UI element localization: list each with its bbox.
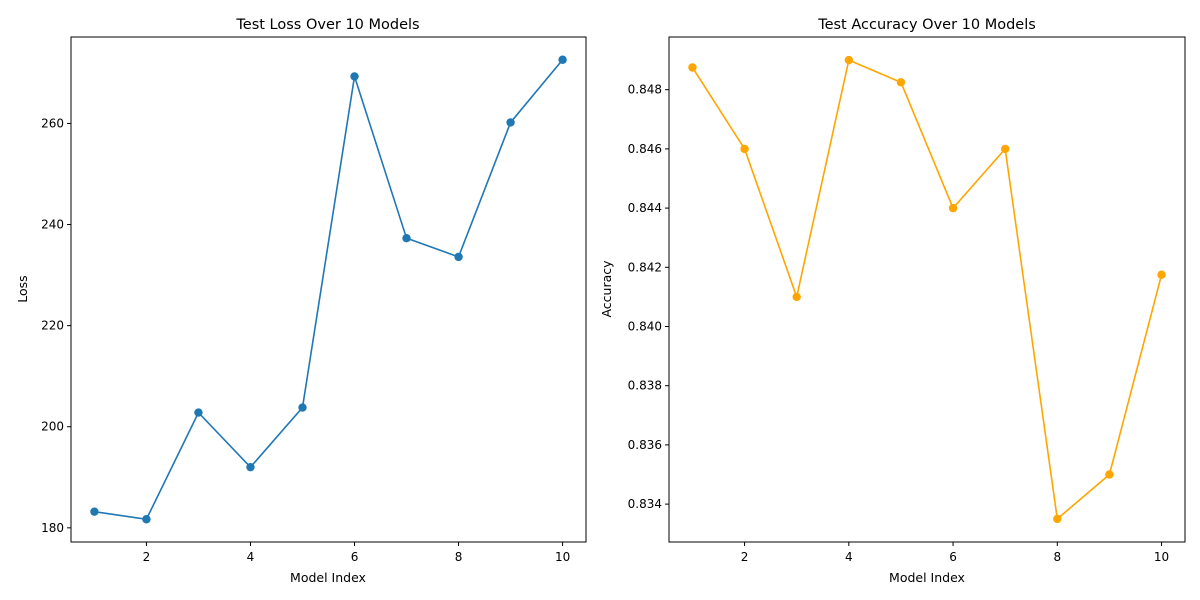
accuracy-chart: Test Accuracy Over 10 Models 2 4 6 8 10 0.834… bbox=[599, 17, 1186, 585]
accuracy-data-point bbox=[948, 203, 958, 213]
loss-data-point bbox=[246, 462, 255, 472]
accuracy-data-point bbox=[688, 63, 697, 72]
loss-chart: Test Loss Over 10 Models 2 4 6 8 10 180 200 220… bbox=[15, 17, 587, 585]
accuracy-ytick-label: 0.840 bbox=[628, 320, 662, 334]
accuracy-ytick-label: 0.846 bbox=[628, 142, 662, 156]
accuracy-data-point bbox=[1053, 514, 1062, 524]
accuracy-ytick-label: 0.834 bbox=[628, 497, 662, 511]
loss-data-point bbox=[142, 515, 151, 524]
accuracy-data-point bbox=[1000, 144, 1010, 154]
accuracy-ytick-label: 0.836 bbox=[628, 438, 662, 452]
loss-data-point bbox=[194, 408, 203, 417]
accuracy-data-point bbox=[740, 144, 749, 154]
loss-xtick-label: 8 bbox=[455, 550, 463, 564]
accuracy-data-point bbox=[1105, 470, 1114, 479]
loss-data-point bbox=[350, 72, 359, 81]
loss-data-point bbox=[454, 252, 463, 262]
loss-chart-ticks: 2 4 6 8 10 180 200 220 240 260 bbox=[41, 116, 570, 564]
accuracy-ytick-label: 0.842 bbox=[628, 260, 662, 274]
loss-chart-frame bbox=[70, 36, 587, 543]
accuracy-data-point bbox=[844, 55, 854, 65]
loss-chart-ylabel: Loss bbox=[15, 275, 30, 302]
accuracy-xtick-label: 2 bbox=[741, 550, 749, 564]
loss-xtick-label: 6 bbox=[351, 550, 359, 564]
loss-ytick-label: 260 bbox=[41, 116, 64, 130]
loss-chart-plot bbox=[90, 55, 567, 524]
loss-series-line bbox=[94, 59, 564, 521]
accuracy-chart-frame bbox=[668, 36, 1186, 543]
accuracy-series-line bbox=[691, 58, 1163, 521]
accuracy-xtick-label: 10 bbox=[1154, 550, 1169, 564]
loss-data-point bbox=[558, 55, 567, 64]
loss-ytick-label: 200 bbox=[41, 420, 64, 434]
loss-data-point bbox=[90, 507, 99, 516]
accuracy-ytick-label: 0.848 bbox=[628, 83, 662, 97]
accuracy-ytick-label: 0.838 bbox=[628, 379, 662, 393]
loss-ytick-label: 240 bbox=[41, 218, 64, 232]
loss-ytick-label: 220 bbox=[41, 319, 64, 333]
loss-xtick-label: 4 bbox=[247, 550, 255, 564]
accuracy-xtick-label: 6 bbox=[949, 550, 957, 564]
loss-xtick-label: 10 bbox=[555, 550, 570, 564]
loss-data-point bbox=[506, 118, 515, 127]
loss-ytick-label: 180 bbox=[41, 521, 64, 535]
accuracy-data-point bbox=[792, 292, 801, 302]
accuracy-chart-ylabel: Accuracy bbox=[599, 260, 614, 318]
accuracy-data-point bbox=[1157, 270, 1166, 279]
accuracy-chart-xlabel: Model Index bbox=[889, 570, 965, 585]
accuracy-ytick-label: 0.844 bbox=[628, 201, 662, 215]
loss-xtick-label: 2 bbox=[143, 550, 151, 564]
accuracy-chart-ticks: 2 4 6 8 10 0.834 0.836 0.838 0.840 0.842 0.844 0.84… bbox=[628, 83, 1170, 564]
loss-chart-title: Test Loss Over 10 Models bbox=[235, 17, 419, 33]
loss-chart-xlabel: Model Index bbox=[290, 570, 366, 585]
loss-data-point bbox=[298, 403, 307, 412]
accuracy-chart-plot bbox=[688, 55, 1166, 524]
accuracy-xtick-label: 8 bbox=[1053, 550, 1061, 564]
accuracy-data-point bbox=[896, 78, 906, 87]
accuracy-xtick-label: 4 bbox=[845, 550, 853, 564]
accuracy-chart-title: Test Accuracy Over 10 Models bbox=[817, 17, 1036, 33]
loss-data-point bbox=[402, 233, 411, 243]
